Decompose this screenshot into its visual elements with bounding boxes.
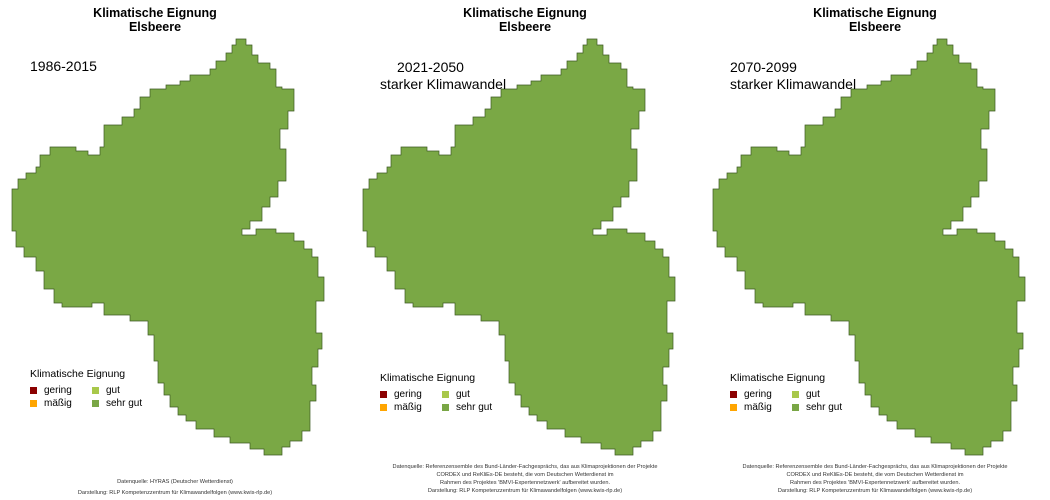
legend-item-sehr-gut: sehr gut bbox=[442, 401, 512, 413]
region-map bbox=[11, 38, 325, 456]
swatch-gut bbox=[792, 390, 799, 398]
swatch-gut bbox=[92, 386, 99, 394]
legend-item-maessig: mäßig bbox=[30, 397, 92, 409]
legend-item-maessig: mäßig bbox=[380, 401, 442, 413]
source-footer: Datenquelle: Referenzensemble des Bund-L… bbox=[700, 463, 1050, 495]
swatch-sehr-gut bbox=[792, 403, 799, 411]
swatch-gut bbox=[442, 390, 449, 398]
period-scenario: starker Klimawandel bbox=[380, 76, 507, 92]
swatch-gering bbox=[30, 386, 37, 394]
legend: Klimatische Eignung gering gut mäßig seh… bbox=[30, 368, 162, 409]
legend-item-sehr-gut: sehr gut bbox=[792, 401, 862, 413]
period-label: 2021-2050 starker Klimawandel bbox=[380, 59, 506, 93]
map-panel-2021-2050: Klimatische Eignung Elsbeere 2021-2050 s… bbox=[350, 0, 700, 500]
legend-label: gut bbox=[106, 384, 120, 396]
legend-item-gut: gut bbox=[442, 388, 512, 400]
swatch-maessig bbox=[380, 403, 387, 411]
footer-line: Darstellung: RLP Kompetenzzentrum für Kl… bbox=[427, 488, 623, 494]
legend: Klimatische Eignung gering gut mäßig seh… bbox=[730, 372, 862, 413]
source-footer: Datenquelle: Referenzensemble des Bund-L… bbox=[350, 463, 700, 495]
footer-line: Darstellung: RLP Kompetenzzentrum für Kl… bbox=[777, 488, 973, 494]
legend-label: gut bbox=[456, 388, 470, 400]
legend-label: mäßig bbox=[744, 401, 772, 413]
footer-line: CORDEX und ReKliEs-DE besteht, die vom D… bbox=[786, 472, 964, 478]
legend-item-gering: gering bbox=[730, 388, 792, 400]
swatch-gering bbox=[380, 390, 387, 398]
period-years: 2021-2050 bbox=[397, 59, 464, 75]
map-title-line2: Elsbeere bbox=[848, 20, 902, 34]
legend-item-sehr-gut: sehr gut bbox=[92, 397, 162, 409]
period-years: 1986-2015 bbox=[30, 58, 97, 74]
swatch-maessig bbox=[730, 403, 737, 411]
legend-label: gering bbox=[744, 388, 772, 400]
legend-label: mäßig bbox=[394, 401, 422, 413]
swatch-maessig bbox=[30, 399, 37, 407]
legend-label: gering bbox=[394, 388, 422, 400]
footer-line: Datenquelle: Referenzensemble des Bund-L… bbox=[392, 464, 658, 470]
legend-item-gut: gut bbox=[792, 388, 862, 400]
legend-label: sehr gut bbox=[806, 401, 843, 413]
legend-item-gering: gering bbox=[30, 384, 92, 396]
footer-line: CORDEX und ReKliEs-DE besteht, die vom D… bbox=[436, 472, 614, 478]
legend-item-gut: gut bbox=[92, 384, 162, 396]
legend-title: Klimatische Eignung bbox=[30, 368, 126, 380]
swatch-gering bbox=[730, 390, 737, 398]
legend-title: Klimatische Eignung bbox=[730, 372, 826, 384]
map-panel-2070-2099: Klimatische Eignung Elsbeere 2070-2099 s… bbox=[700, 0, 1050, 500]
period-label: 1986-2015 bbox=[30, 58, 97, 75]
map-title-line1: Klimatische Eignung bbox=[813, 6, 937, 20]
source-footer: Datenquelle: HYRAS (Deutscher Wetterdien… bbox=[0, 478, 350, 497]
legend-item-gering: gering bbox=[380, 388, 442, 400]
map-title: Klimatische Eignung Elsbeere bbox=[0, 6, 310, 34]
footer-line: Darstellung: RLP Kompetenzzentrum für Kl… bbox=[77, 490, 273, 496]
legend-label: sehr gut bbox=[456, 401, 493, 413]
footer-line: Rahmen des Projektes 'BMVI-Expertennetzw… bbox=[439, 480, 611, 486]
map-title-line1: Klimatische Eignung bbox=[463, 6, 587, 20]
legend-item-maessig: mäßig bbox=[730, 401, 792, 413]
map-title-line2: Elsbeere bbox=[128, 20, 182, 34]
footer-line: Datenquelle: Referenzensemble des Bund-L… bbox=[742, 464, 1008, 470]
period-years: 2070-2099 bbox=[730, 59, 797, 75]
map-title: Klimatische Eignung Elsbeere bbox=[350, 6, 700, 34]
swatch-sehr-gut bbox=[92, 399, 99, 407]
footer-line: Rahmen des Projektes 'BMVI-Expertennetzw… bbox=[789, 480, 961, 486]
legend-title: Klimatische Eignung bbox=[380, 372, 476, 384]
map-title: Klimatische Eignung Elsbeere bbox=[700, 6, 1050, 34]
map-panel-1986-2015: Klimatische Eignung Elsbeere 1986-2015 K… bbox=[0, 0, 350, 500]
swatch-sehr-gut bbox=[442, 403, 449, 411]
map-title-line1: Klimatische Eignung bbox=[93, 6, 217, 20]
legend-label: gut bbox=[806, 388, 820, 400]
period-scenario: starker Klimawandel bbox=[730, 76, 857, 92]
map-title-line2: Elsbeere bbox=[498, 20, 552, 34]
legend-label: mäßig bbox=[44, 397, 72, 409]
legend-label: gering bbox=[44, 384, 72, 396]
legend: Klimatische Eignung gering gut mäßig seh… bbox=[380, 372, 512, 413]
footer-line: Datenquelle: HYRAS (Deutscher Wetterdien… bbox=[117, 479, 233, 485]
legend-label: sehr gut bbox=[106, 397, 143, 409]
period-label: 2070-2099 starker Klimawandel bbox=[730, 59, 856, 93]
